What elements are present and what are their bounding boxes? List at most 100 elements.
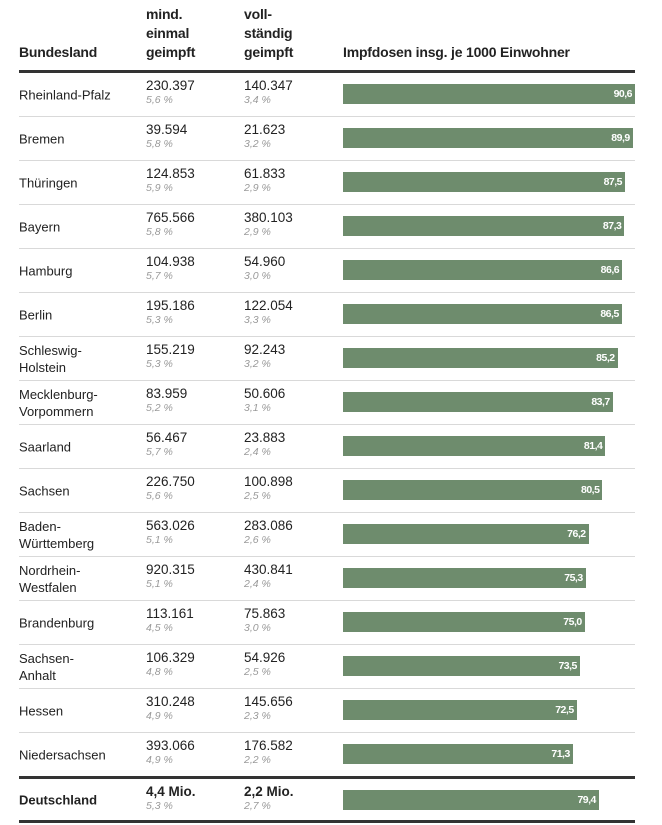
full-dose-percent: 2,9 % — [244, 226, 271, 238]
doses-bar-label: 89,9 — [611, 132, 630, 144]
state-name-line: Hamburg — [19, 263, 73, 278]
table-row: Niedersachsen 393.066 4,9 % 176.582 2,2 % 71,… — [19, 733, 635, 777]
first-dose-count: 113.161 — [146, 606, 194, 621]
full-dose-count: 140.347 — [244, 78, 293, 93]
table-row: Hamburg 104.938 5,7 % 54.960 3,0 % 86,6 — [19, 249, 635, 293]
doses-bar-label: 75,3 — [564, 572, 583, 584]
full-dose-percent: 2,5 % — [244, 666, 271, 678]
full-dose-percent: 3,3 % — [244, 314, 271, 326]
state-name: Hessen — [19, 702, 139, 719]
full-dose-percent: 3,4 % — [244, 94, 271, 106]
table-row: Sachsen 226.750 5,6 % 100.898 2,5 % 80,5 — [19, 469, 635, 513]
state-name-line: Hessen — [19, 703, 64, 718]
doses-bar: 80,5 — [343, 480, 603, 500]
doses-bar: 76,2 — [343, 524, 589, 544]
doses-bar: 86,6 — [343, 260, 623, 280]
doses-bar-label: 79,4 — [577, 794, 596, 806]
state-name-line: Sachsen- — [19, 650, 74, 666]
state-name-line: Nordrhein- — [19, 562, 81, 578]
doses-bar-label: 75,0 — [563, 616, 582, 628]
full-dose-percent: 2,7 % — [244, 800, 271, 812]
first-dose-percent: 5,6 % — [146, 490, 173, 502]
state-name-line: Westfalen — [19, 579, 77, 595]
doses-bar-label: 72,5 — [555, 704, 574, 716]
first-dose-percent: 4,8 % — [146, 666, 173, 678]
full-dose-percent: 3,1 % — [244, 402, 271, 414]
state-name-line: Rheinland-Pfalz — [19, 87, 111, 102]
doses-bar: 85,2 — [343, 348, 618, 368]
full-dose-count: 430.841 — [244, 562, 293, 577]
state-name: Thüringen — [19, 174, 139, 191]
first-dose-count: 310.248 — [146, 694, 195, 709]
table-row: Bremen 39.594 5,8 % 21.623 3,2 % 89,9 — [19, 117, 635, 161]
doses-bar-label: 85,2 — [596, 352, 615, 364]
doses-bar-label: 87,5 — [603, 176, 623, 188]
full-dose-count: 283.086 — [244, 518, 293, 533]
first-dose-percent: 5,3 % — [146, 314, 173, 326]
full-dose-count: 122.054 — [244, 298, 293, 313]
doses-bar-label: 71,3 — [551, 748, 570, 760]
doses-bar: 73,5 — [343, 656, 580, 676]
first-dose-percent: 4,5 % — [146, 622, 173, 634]
full-dose-count: 54.926 — [244, 650, 286, 665]
state-name-line: Anhalt — [19, 667, 56, 683]
state-name-line: Brandenburg — [19, 615, 95, 630]
first-dose-percent: 5,3 % — [146, 800, 173, 812]
first-dose-percent: 5,1 % — [146, 534, 173, 546]
first-dose-percent: 5,8 % — [146, 138, 173, 150]
header-full-dose: voll- ständig geimpft — [244, 5, 293, 62]
first-dose-count: 393.066 — [146, 738, 195, 753]
doses-bar: 72,5 — [343, 700, 577, 720]
header-first-line2: einmal — [146, 25, 190, 41]
header-doses: Impfdosen insg. je 1000 Einwohner — [343, 44, 570, 60]
full-dose-count: 75.863 — [244, 606, 286, 621]
doses-bar: 89,9 — [343, 128, 633, 148]
total-row: Deutschland 4,4 Mio. 5,3 % 2,2 Mio. 2,7 % 79,… — [19, 776, 635, 823]
first-dose-count: 563.026 — [146, 518, 195, 533]
state-name: Sachsen — [19, 482, 139, 499]
full-dose-count: 176.582 — [244, 738, 293, 753]
table-body: Rheinland-Pfalz 230.397 5,6 % 140.347 3,4 % 9… — [19, 73, 635, 823]
state-name: Rheinland-Pfalz — [19, 86, 139, 103]
first-dose-count: 920.315 — [146, 562, 195, 577]
full-dose-percent: 2,9 % — [244, 182, 271, 194]
first-dose-percent: 5,3 % — [146, 358, 173, 370]
first-dose-count: 56.467 — [146, 430, 188, 445]
doses-bar-label: 73,5 — [558, 660, 577, 672]
first-dose-count: 765.566 — [146, 210, 195, 225]
first-dose-count: 83.959 — [146, 386, 188, 401]
full-dose-count: 54.960 — [244, 254, 286, 269]
table-row: Hessen 310.248 4,9 % 145.656 2,3 % 72,5 — [19, 689, 635, 733]
first-dose-percent: 4,9 % — [146, 754, 173, 766]
doses-bar: 83,7 — [343, 392, 613, 412]
full-dose-percent: 2,2 % — [244, 754, 271, 766]
first-dose-percent: 5,9 % — [146, 182, 173, 194]
state-name: Hamburg — [19, 262, 139, 279]
full-dose-percent: 3,2 % — [244, 138, 271, 150]
table-row: Sachsen- Anhalt 106.329 4,8 % 54.926 2,5 % 73,… — [19, 645, 635, 689]
header-bundesland: Bundesland — [19, 44, 98, 60]
table-row: Thüringen 124.853 5,9 % 61.833 2,9 % 87,5 — [19, 161, 635, 205]
full-dose-percent: 3,0 % — [244, 270, 271, 282]
full-dose-count: 50.606 — [244, 386, 286, 401]
first-dose-percent: 5,6 % — [146, 94, 173, 106]
header-full-line1: voll- — [244, 6, 272, 22]
full-dose-count: 61.833 — [244, 166, 286, 181]
first-dose-count: 39.594 — [146, 122, 188, 137]
full-dose-count: 21.623 — [244, 122, 286, 137]
state-name: Mecklenburg- Vorpommern — [19, 386, 139, 420]
header-first-dose: mind. einmal geimpft — [146, 5, 195, 62]
full-dose-count: 380.103 — [244, 210, 293, 225]
doses-bar-label: 86,5 — [600, 308, 619, 320]
table-row: Saarland 56.467 5,7 % 23.883 2,4 % 81,4 — [19, 425, 635, 469]
state-name-line: Niedersachsen — [19, 747, 106, 762]
doses-bar: 86,5 — [343, 304, 622, 324]
state-name: Berlin — [19, 306, 139, 323]
full-dose-count: 23.883 — [244, 430, 286, 445]
doses-bar: 87,3 — [343, 216, 625, 236]
header-full-line2: ständig — [244, 25, 293, 41]
state-name-line: Bayern — [19, 219, 61, 234]
first-dose-percent: 5,7 % — [146, 446, 173, 458]
state-name-line: Berlin — [19, 307, 53, 322]
first-dose-count: 195.186 — [146, 298, 195, 313]
